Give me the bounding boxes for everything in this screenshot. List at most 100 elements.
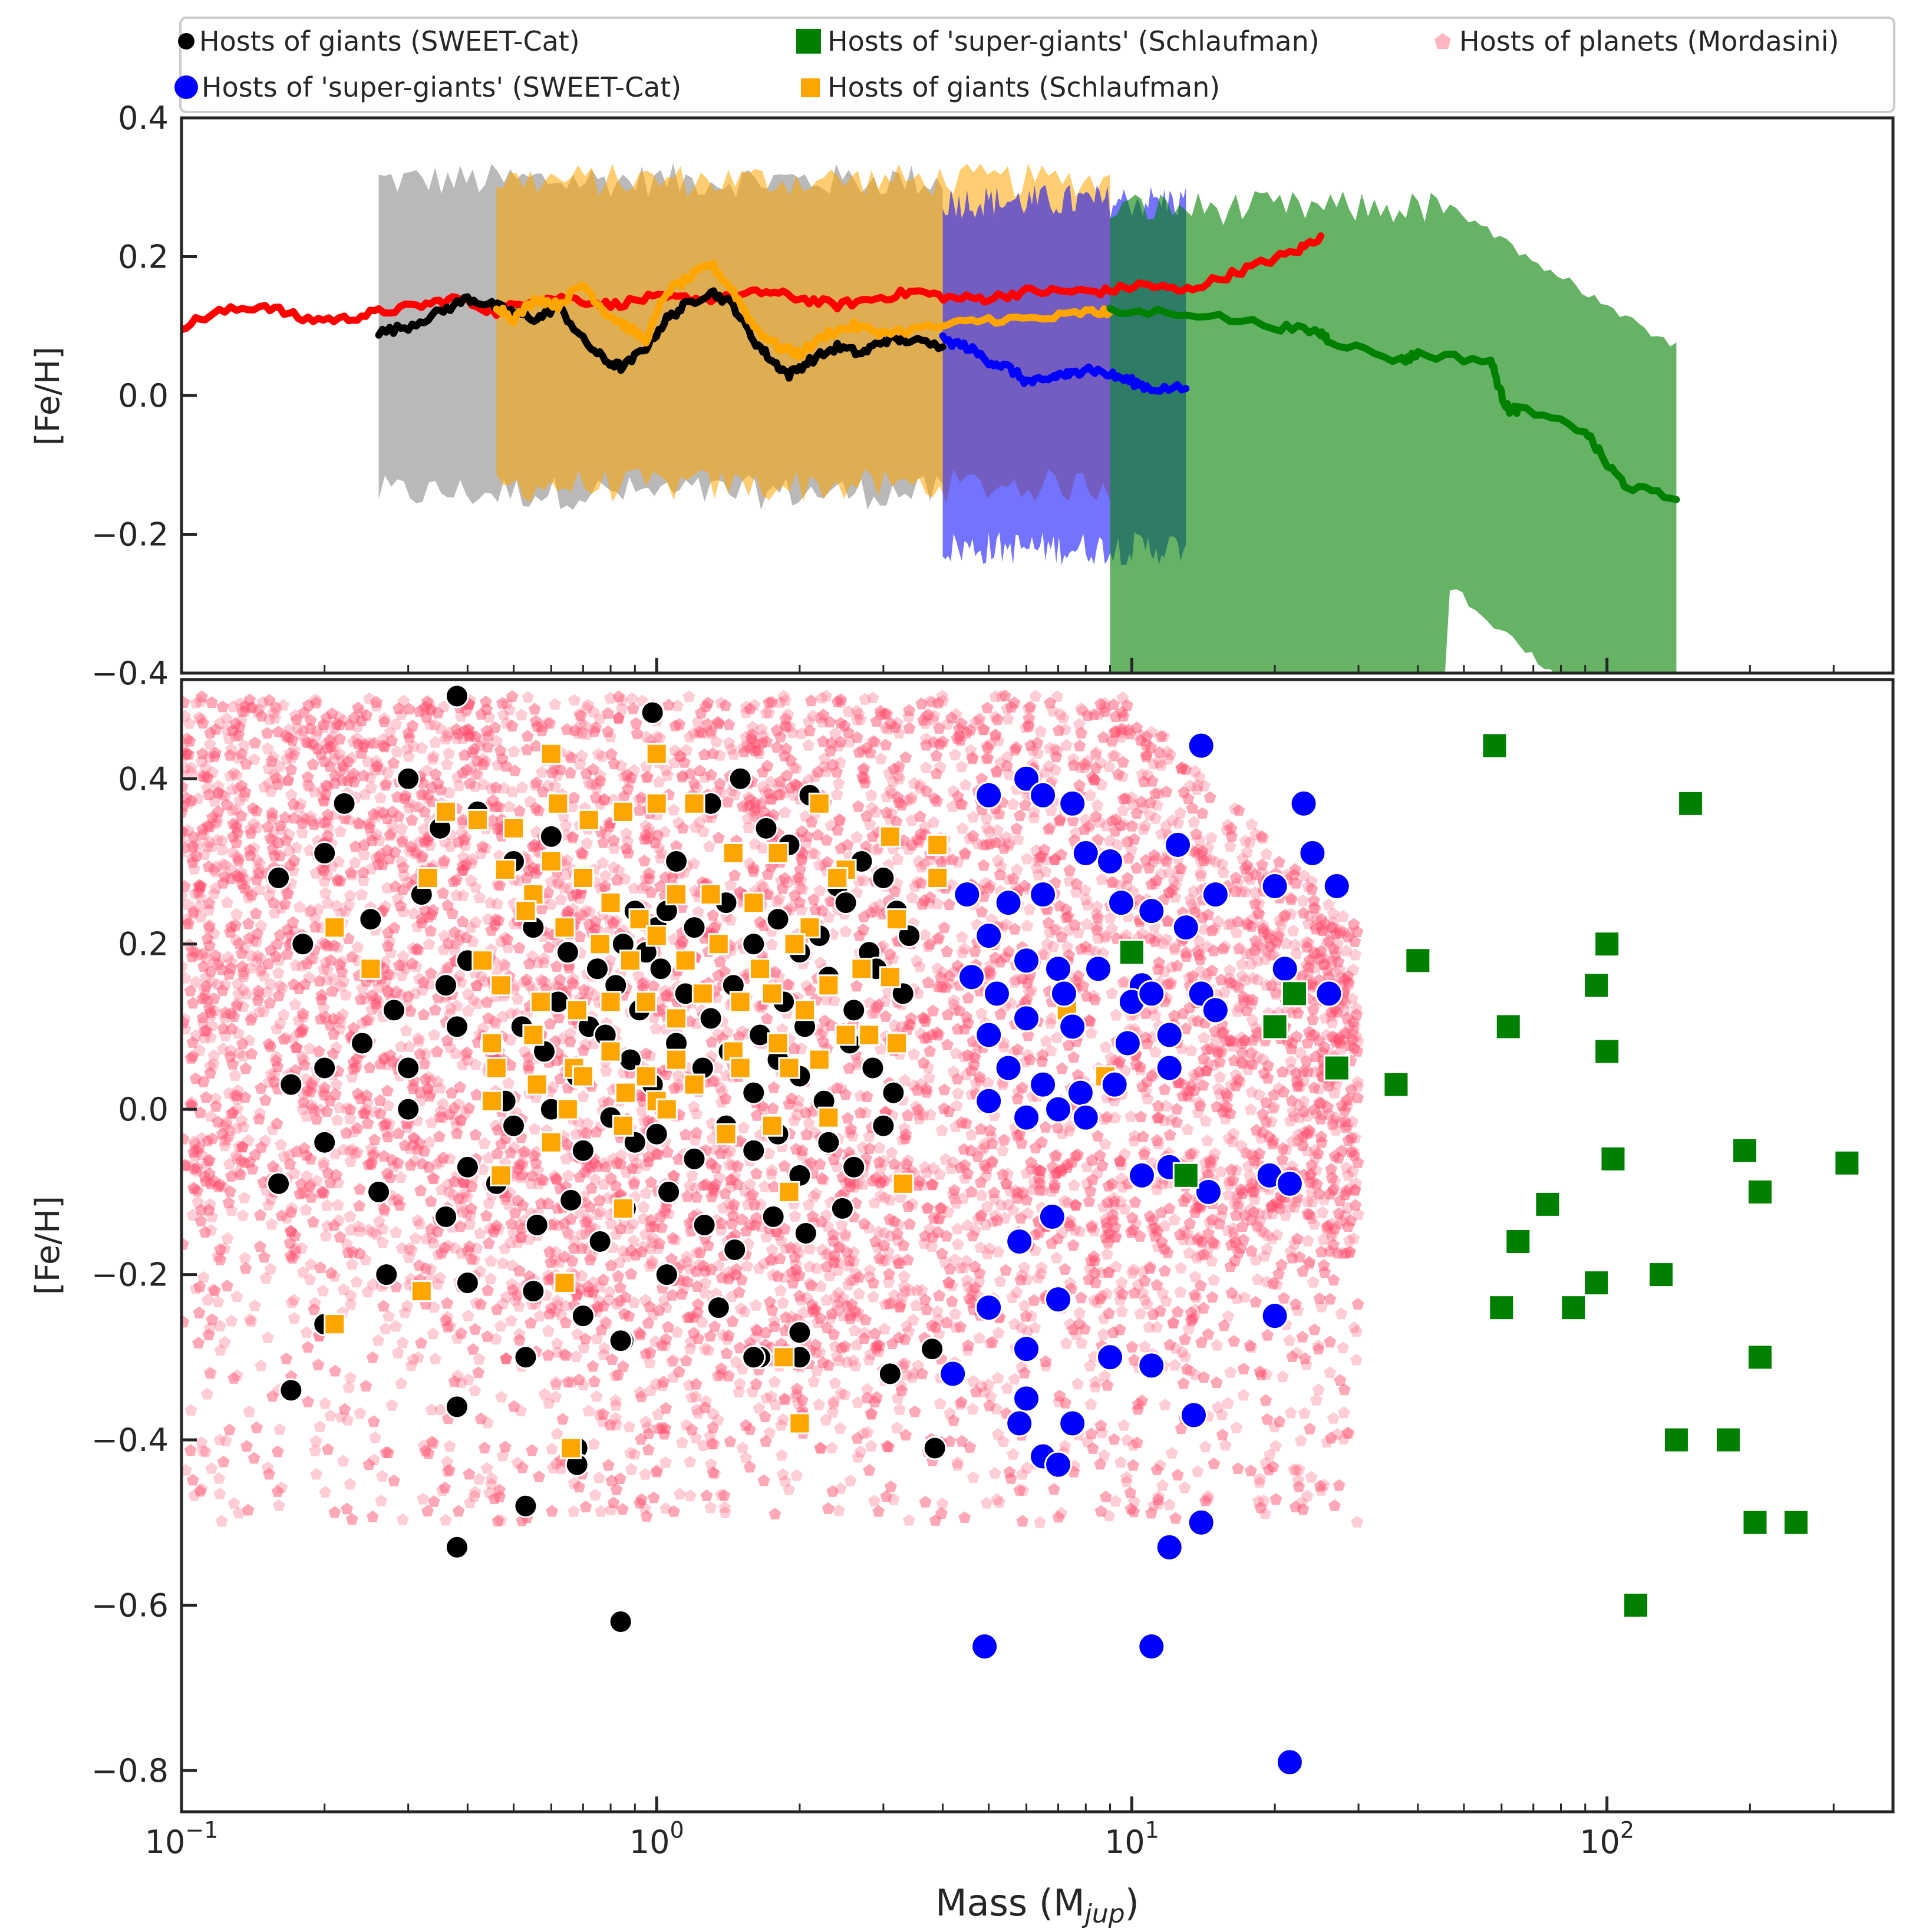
mordasini-point bbox=[394, 1171, 407, 1183]
mordasini-point bbox=[422, 1070, 435, 1083]
mordasini-point bbox=[980, 1496, 993, 1509]
mordasini-point bbox=[703, 840, 715, 852]
mordasini-point bbox=[659, 763, 672, 776]
mordasini-point bbox=[264, 978, 277, 990]
mordasini-point bbox=[504, 1033, 517, 1046]
mordasini-point bbox=[1311, 1147, 1324, 1159]
mordasini-point bbox=[1323, 935, 1335, 947]
mordasini-point bbox=[982, 1378, 995, 1390]
mordasini-point bbox=[1172, 869, 1185, 882]
line-3 bbox=[939, 332, 1190, 395]
mordasini-point bbox=[985, 1130, 998, 1142]
mordasini-point bbox=[1199, 1440, 1212, 1453]
mordasini-point bbox=[337, 1283, 350, 1295]
mordasini-point bbox=[1114, 1456, 1127, 1468]
mordasini-point bbox=[611, 1298, 624, 1310]
mordasini-point bbox=[785, 1310, 798, 1322]
mordasini-point bbox=[287, 864, 300, 876]
mordasini-point bbox=[1311, 947, 1324, 959]
mordasini-point bbox=[1008, 1317, 1021, 1330]
top-lines bbox=[182, 232, 1680, 503]
mordasini-point bbox=[236, 1209, 249, 1221]
mordasini-point bbox=[892, 1218, 905, 1231]
mordasini-point bbox=[698, 770, 711, 783]
top-bands bbox=[378, 163, 1677, 673]
mordasini-point bbox=[473, 1473, 486, 1485]
mordasini-point bbox=[524, 795, 536, 807]
mordasini-point bbox=[1334, 1218, 1347, 1229]
mordasini-point bbox=[642, 822, 655, 834]
mordasini-point bbox=[998, 1212, 1011, 1224]
mordasini-point bbox=[830, 1298, 843, 1311]
mordasini-point bbox=[192, 879, 205, 892]
mordasini-point bbox=[555, 1308, 568, 1321]
mordasini-point bbox=[779, 1242, 792, 1254]
mordasini-point bbox=[1319, 1011, 1332, 1024]
mordasini-point bbox=[766, 1244, 779, 1255]
mordasini-point bbox=[1030, 862, 1043, 873]
mordasini-point bbox=[561, 1225, 574, 1238]
mordasini-point bbox=[948, 1253, 961, 1265]
mordasini-point bbox=[469, 1486, 482, 1498]
mordasini-point bbox=[957, 1192, 969, 1204]
mordasini-point bbox=[1181, 1123, 1194, 1135]
mordasini-point bbox=[395, 969, 408, 981]
mordasini-point bbox=[375, 1470, 388, 1482]
mordasini-point bbox=[1292, 1463, 1305, 1475]
mordasini-point bbox=[424, 718, 437, 730]
mordasini-point bbox=[1021, 919, 1034, 932]
line-2 bbox=[493, 259, 1114, 361]
mordasini-point bbox=[589, 1488, 602, 1501]
mordasini-point bbox=[266, 834, 279, 846]
mordasini-point bbox=[429, 736, 441, 748]
top-panel: −0.4−0.20.00.20.4 [Fe/H] bbox=[29, 100, 1895, 692]
mordasini-point bbox=[850, 830, 863, 843]
mordasini-point bbox=[779, 806, 792, 818]
mordasini-point bbox=[309, 1435, 322, 1447]
mordasini-point bbox=[856, 1140, 869, 1153]
mordasini-point bbox=[1334, 1116, 1347, 1128]
mordasini-point bbox=[1348, 1131, 1361, 1143]
mordasini-point bbox=[221, 1232, 234, 1244]
mordasini-point bbox=[704, 1458, 717, 1470]
mordasini-point bbox=[1174, 1285, 1187, 1298]
mordasini-point bbox=[1240, 916, 1253, 929]
mordasini-point bbox=[776, 1449, 789, 1461]
mordasini-point bbox=[1099, 1040, 1112, 1053]
mordasini-point bbox=[461, 1004, 474, 1017]
mordasini-point bbox=[201, 819, 214, 831]
mordasini-point bbox=[699, 1343, 711, 1355]
mordasini-point bbox=[1072, 926, 1085, 938]
mordasini-point bbox=[673, 1488, 686, 1500]
mordasini-point bbox=[1043, 926, 1056, 938]
mordasini-point bbox=[935, 1124, 948, 1136]
mordasini-point bbox=[746, 1385, 759, 1397]
mordasini-point bbox=[1310, 1393, 1323, 1406]
mordasini-point bbox=[644, 1242, 657, 1254]
mordasini-point bbox=[728, 1170, 741, 1182]
mordasini-point bbox=[395, 1377, 408, 1389]
mordasini-point bbox=[238, 941, 250, 954]
mordasini-point bbox=[263, 889, 276, 901]
mordasini-point bbox=[830, 1350, 843, 1362]
mordasini-point bbox=[1335, 1214, 1348, 1227]
mordasini-point bbox=[917, 1109, 929, 1121]
mordasini-point bbox=[1017, 1187, 1030, 1199]
mordasini-point bbox=[1097, 1328, 1110, 1340]
mordasini-point bbox=[252, 949, 264, 962]
mordasini-point bbox=[842, 1260, 855, 1272]
mordasini-point bbox=[1139, 819, 1152, 832]
mordasini-point bbox=[1188, 1311, 1201, 1323]
mordasini-point bbox=[723, 736, 736, 749]
mordasini-point bbox=[1341, 1201, 1354, 1214]
mordasini-point bbox=[410, 846, 423, 858]
mordasini-point bbox=[1185, 1044, 1198, 1056]
mordasini-point bbox=[857, 763, 870, 776]
mordasini-point bbox=[288, 744, 301, 756]
mordasini-point bbox=[969, 716, 982, 728]
mordasini-point bbox=[672, 749, 685, 761]
mordasini-point bbox=[974, 1241, 987, 1253]
mordasini-point bbox=[469, 1384, 482, 1396]
mordasini-point bbox=[416, 850, 429, 862]
mordasini-point bbox=[680, 1419, 692, 1431]
